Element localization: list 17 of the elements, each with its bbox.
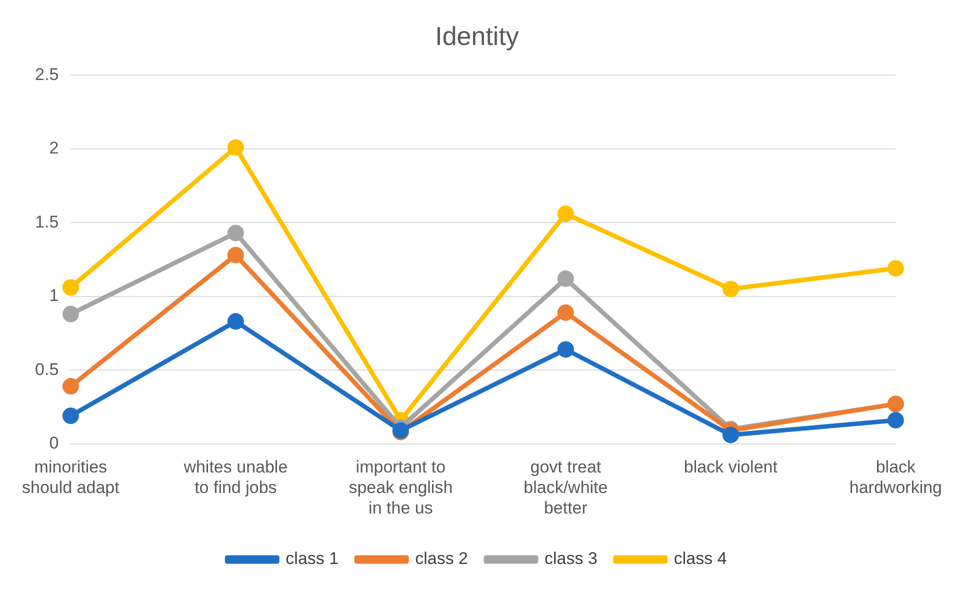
y-tick-label: 1 bbox=[49, 286, 59, 306]
x-tick-label: important to speak english in the us bbox=[348, 458, 453, 518]
y-tick-label: 2.5 bbox=[35, 64, 59, 84]
legend-label: class 3 bbox=[544, 549, 598, 568]
y-tick-label: 1.5 bbox=[35, 212, 59, 232]
y-tick-label: 2 bbox=[49, 138, 59, 158]
x-tick-label: black hardworking bbox=[849, 458, 942, 498]
x-tick-label: whites unable to find jobs bbox=[182, 458, 288, 498]
legend-label: class 2 bbox=[415, 549, 468, 568]
y-tick-label: 0.5 bbox=[35, 360, 59, 379]
x-tick-label: minorities should adapt bbox=[22, 458, 120, 498]
chart-title: Identity bbox=[435, 20, 519, 51]
legend-label: class 4 bbox=[674, 549, 727, 568]
legend-label: class 1 bbox=[286, 549, 339, 568]
x-tick-label: govt treat black/white better bbox=[524, 458, 608, 518]
x-tick-label: black violent bbox=[684, 458, 778, 477]
y-tick-label: 0 bbox=[49, 433, 59, 452]
